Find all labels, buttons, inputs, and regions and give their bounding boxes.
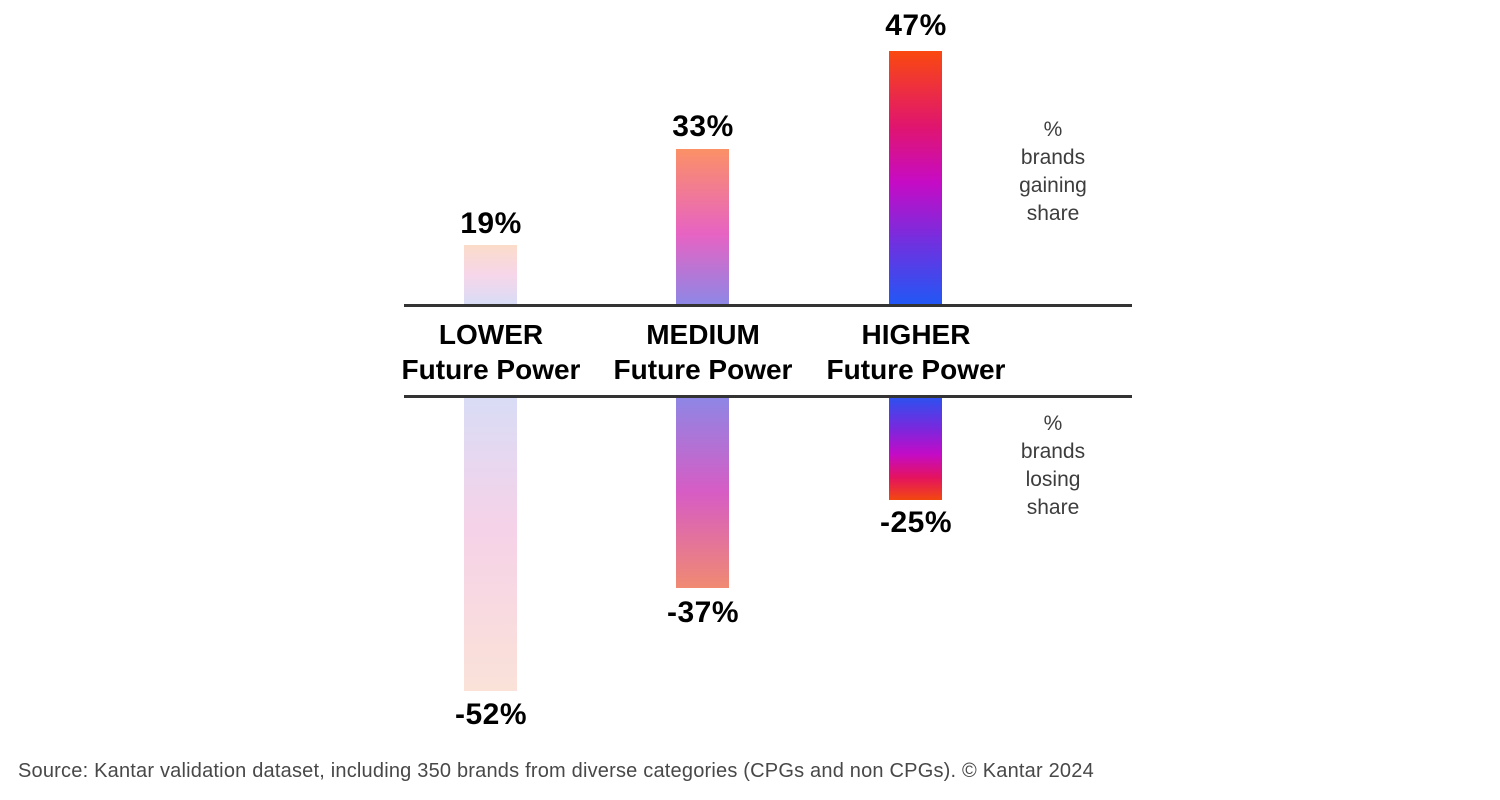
category-label-lower: LOWER Future Power: [371, 317, 611, 387]
value-label-medium-losing: -37%: [666, 596, 740, 629]
category-subtitle: Future Power: [401, 354, 581, 385]
value-label-higher-gaining: 47%: [885, 9, 947, 42]
value-label-medium-gaining: 33%: [672, 110, 734, 143]
annotation-line: gaining: [1019, 174, 1087, 197]
annotation-gaining-share: % brands gaining share: [983, 116, 1123, 228]
value-label-higher-losing: -25%: [879, 506, 953, 539]
category-level: HIGHER: [861, 319, 971, 350]
category-subtitle: Future Power: [613, 354, 793, 385]
bar-medium-gaining: [676, 149, 729, 304]
annotation-line: %: [1043, 412, 1063, 435]
annotation-line: brands: [1020, 146, 1086, 169]
category-label-higher: HIGHER Future Power: [796, 317, 1036, 387]
annotation-line: share: [1026, 496, 1080, 519]
category-level: MEDIUM: [646, 319, 760, 350]
annotation-line: losing: [1025, 468, 1081, 491]
bar-lower-gaining: [464, 245, 517, 304]
bar-lower-losing: [464, 398, 517, 691]
bar-higher-gaining: [889, 51, 942, 304]
source-attribution: Source: Kantar validation dataset, inclu…: [18, 760, 1094, 782]
category-subtitle: Future Power: [826, 354, 1006, 385]
annotation-losing-share: % brands losing share: [983, 410, 1123, 522]
category-label-medium: MEDIUM Future Power: [583, 317, 823, 387]
annotation-line: %: [1043, 118, 1063, 141]
value-label-lower-losing: -52%: [454, 698, 528, 731]
category-level: LOWER: [438, 319, 544, 350]
annotation-line: brands: [1020, 440, 1086, 463]
bar-medium-losing: [676, 398, 729, 588]
axis-line-lower: [404, 395, 1132, 398]
annotation-line: share: [1026, 202, 1080, 225]
value-label-lower-gaining: 19%: [460, 207, 522, 240]
axis-line-upper: [404, 304, 1132, 307]
bar-higher-losing: [889, 398, 942, 500]
